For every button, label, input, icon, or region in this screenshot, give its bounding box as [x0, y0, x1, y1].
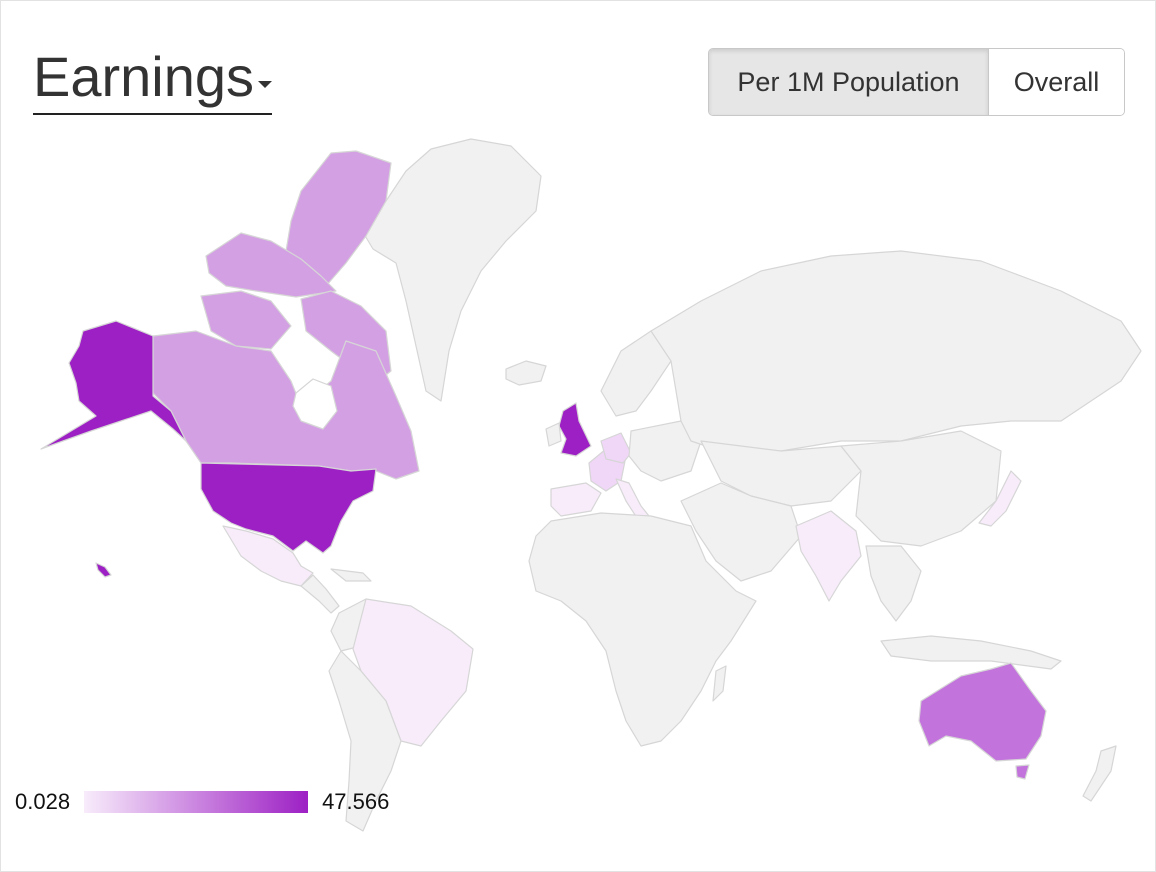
color-legend: 0.028 47.566 — [15, 789, 389, 815]
overall-button[interactable]: Overall — [989, 49, 1124, 115]
region-germany[interactable] — [600, 432, 632, 464]
region-south-america-south[interactable] — [328, 650, 402, 832]
region-hawaii[interactable] — [95, 562, 112, 578]
region-alaska[interactable] — [40, 320, 187, 450]
region-australia[interactable] — [918, 662, 1047, 762]
caret-down-icon — [258, 80, 273, 88]
region-japan[interactable] — [978, 470, 1022, 527]
region-china[interactable] — [840, 430, 1002, 547]
region-canada-arctic-west[interactable] — [205, 232, 337, 298]
per-population-button[interactable]: Per 1M Population — [709, 49, 989, 115]
world-map — [40, 138, 1142, 832]
region-central-america[interactable] — [300, 574, 340, 614]
region-canada[interactable] — [152, 330, 420, 480]
legend-gradient-bar — [84, 791, 309, 813]
region-tasmania[interactable] — [1015, 764, 1030, 780]
region-russia[interactable] — [650, 250, 1142, 452]
region-iceland[interactable] — [505, 360, 547, 386]
region-india[interactable] — [795, 510, 862, 602]
region-united-kingdom[interactable] — [558, 402, 592, 457]
region-brazil[interactable] — [352, 598, 474, 747]
region-hudson-bay — [292, 378, 338, 430]
region-southeast-asia[interactable] — [865, 545, 922, 622]
region-middle-east[interactable] — [680, 482, 802, 582]
region-spain[interactable] — [550, 482, 602, 517]
region-canada-arctic-mid[interactable] — [200, 290, 292, 350]
population-toggle: Per 1M Population Overall — [708, 48, 1125, 116]
legend-min-label: 0.028 — [15, 789, 71, 814]
legend-max-label: 47.566 — [322, 789, 390, 814]
region-united-states[interactable] — [200, 462, 377, 554]
region-central-asia[interactable] — [700, 440, 862, 507]
metric-dropdown[interactable]: Earnings — [33, 41, 273, 115]
region-caribbean[interactable] — [330, 568, 372, 582]
region-ireland[interactable] — [545, 422, 562, 447]
region-madagascar[interactable] — [712, 665, 727, 702]
region-canada-arctic-north[interactable] — [282, 150, 392, 294]
metric-label: Earnings — [33, 45, 255, 108]
region-new-zealand[interactable] — [1082, 745, 1117, 802]
region-africa[interactable] — [528, 512, 757, 747]
region-indonesia[interactable] — [880, 635, 1062, 670]
region-mexico[interactable] — [222, 525, 314, 587]
